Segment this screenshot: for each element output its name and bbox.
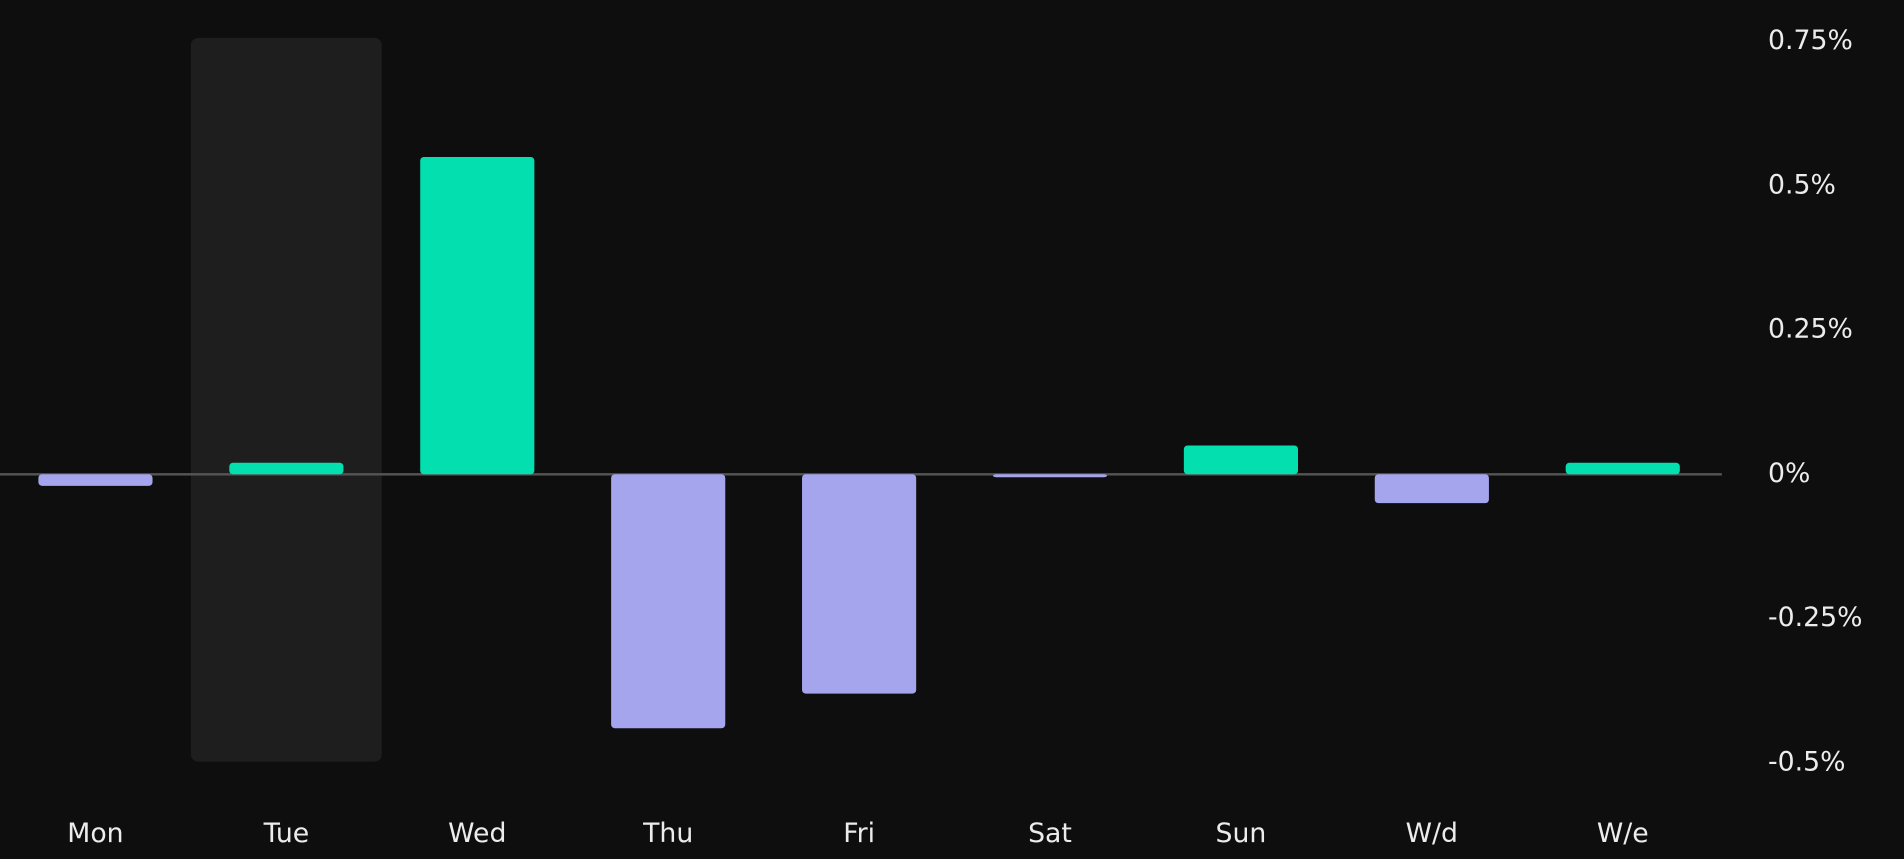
y-tick-label: -0.5%: [1768, 746, 1845, 777]
bar: [611, 474, 726, 729]
x-tick-label: Mon: [67, 818, 123, 849]
y-tick-label: 0%: [1768, 458, 1810, 489]
bar: [38, 474, 153, 486]
x-tick-label: W/d: [1406, 818, 1458, 849]
bar: [802, 474, 917, 694]
x-tick-label: Wed: [448, 818, 506, 849]
x-tick-label: Thu: [642, 818, 693, 849]
bar: [1565, 462, 1680, 475]
x-tick-label: Sun: [1216, 818, 1267, 849]
y-tick-label: -0.25%: [1768, 602, 1862, 633]
bar: [992, 474, 1108, 478]
highlight-column: [190, 37, 382, 762]
bar: [420, 156, 535, 475]
x-tick-label: Sat: [1028, 818, 1072, 849]
x-tick-label: Fri: [843, 818, 875, 849]
x-tick-label: Tue: [263, 818, 310, 849]
x-tick-label: W/e: [1597, 818, 1649, 849]
y-tick-label: 0.75%: [1768, 25, 1853, 56]
y-tick-label: 0.5%: [1768, 169, 1836, 200]
y-tick-label: 0.25%: [1768, 314, 1853, 345]
bar: [1183, 445, 1299, 475]
bar: [229, 462, 344, 475]
bar: [1374, 474, 1489, 504]
